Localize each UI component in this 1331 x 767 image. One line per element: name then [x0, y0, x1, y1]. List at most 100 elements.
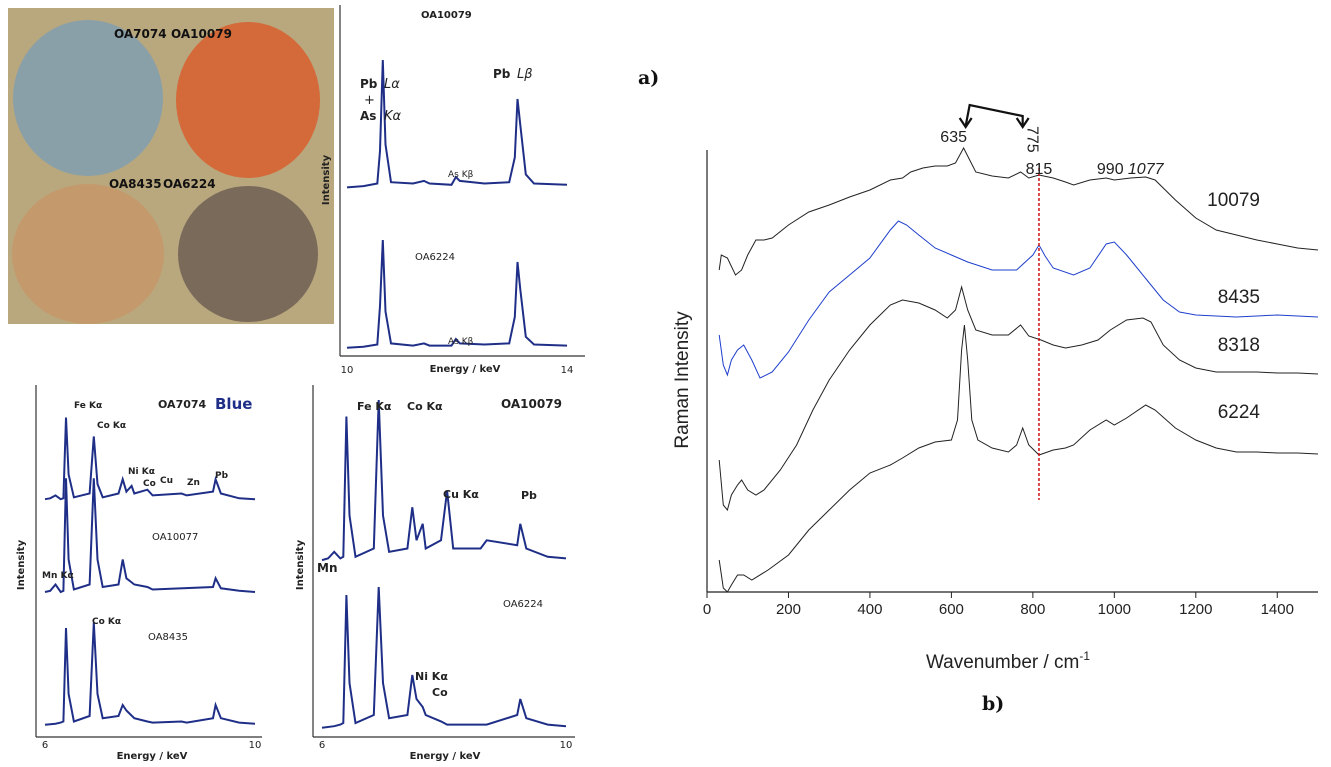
series-line-6224: [718, 324, 1319, 593]
arrow-path: [964, 103, 1024, 127]
series-name-oa10079: OA10079: [421, 10, 472, 21]
x-axis-label-superscript: -1: [1079, 649, 1090, 663]
x-tick-label-1400: 1400: [1261, 601, 1294, 618]
label-pb: Pb: [215, 471, 229, 481]
arrow-head-right: [1015, 117, 1030, 129]
series-group: [346, 59, 568, 349]
x-ticks-group: 0 200 400 600 800 1000 1200 1400: [703, 592, 1294, 618]
series-group: [718, 146, 1319, 593]
annotation-as-kb-1: As Kβ: [448, 170, 474, 180]
x-axis-label-text: Wavenumber / cm: [926, 652, 1079, 673]
series-line-oa10079: [346, 59, 568, 189]
label-co-ka: Co Kα: [97, 421, 126, 431]
x-tick-label-0: 0: [703, 601, 711, 618]
series-line-10079: [718, 146, 1319, 276]
series-line-8435: [718, 220, 1319, 379]
label-ni-ka: Ni Kα: [128, 467, 155, 477]
series-label-8435: 8435: [1218, 287, 1260, 308]
series-label-6224: 6224: [1218, 402, 1261, 423]
panel-letter-b: b): [982, 693, 1004, 715]
label-ni-ka: Ni Kα: [415, 670, 448, 683]
series-name-oa10077: OA10077: [152, 532, 198, 543]
x-tick-10: 10: [341, 365, 354, 376]
label-mn-ka: Mn Kα: [42, 571, 74, 581]
series-line-oa6224: [346, 239, 568, 349]
label-mn: Mn: [317, 561, 337, 575]
panel-letter-a: a): [638, 67, 659, 89]
y-axis-label: Intensity: [321, 154, 332, 205]
x-tick-label-1000: 1000: [1098, 601, 1131, 618]
series-line-oa6224: [321, 586, 567, 729]
enamel-photos: OA7074 OA10079 OA8435 OA6224: [8, 8, 334, 324]
photo-medallion-2: [176, 22, 320, 178]
x-tick-14: 14: [561, 365, 574, 376]
label-pb: Pb: [521, 489, 537, 502]
photo-label-oa7074: OA7074: [114, 27, 167, 41]
photo-medallion-3: [12, 184, 164, 324]
x-tick-6: 6: [319, 740, 325, 751]
eds-chart-top: OA10079 OA6224 Pb Lα + As Kα Pb Lβ As Kβ…: [321, 5, 585, 376]
label-fe-ka: Fe Kα: [74, 401, 102, 411]
peak-label-775: 775: [1024, 126, 1041, 153]
photo-medallion-4: [178, 186, 318, 322]
series-line-oa10079: [321, 399, 567, 562]
x-tick-10: 10: [249, 740, 262, 751]
arrow-head-left: [958, 117, 973, 129]
x-axis-label: Energy / keV: [117, 751, 188, 762]
series-name-oa10079: OA10079: [501, 397, 562, 411]
annotation-plus: +: [364, 93, 375, 108]
x-tick-label-200: 200: [776, 601, 801, 618]
eds-chart-bottom-left: OA7074 Blue OA10077 OA8435 Fe Kα Co Kα N…: [16, 385, 262, 762]
x-tick-10: 10: [560, 740, 573, 751]
annotation-pb-lb: Pb: [493, 67, 511, 81]
peak-labels-group: 635 775 815 990 1077: [940, 126, 1164, 178]
label-cu: Cu: [160, 476, 173, 486]
label-co: Co: [432, 686, 448, 699]
x-axis-label: Energy / keV: [430, 364, 501, 375]
label-co-ka: Co Kα: [407, 400, 443, 413]
x-axis-label: Wavenumber / cm-1: [926, 649, 1090, 673]
series-name-oa8435: OA8435: [148, 632, 188, 643]
photo-medallion-1: [13, 20, 163, 176]
x-tick-label-600: 600: [939, 601, 964, 618]
series-group: [44, 417, 256, 726]
photo-label-oa8435: OA8435: [109, 177, 162, 191]
peak-label-635: 635: [940, 129, 967, 146]
x-tick-label-400: 400: [857, 601, 882, 618]
arrow-635-to-775: [958, 103, 1030, 129]
legend-blue: Blue: [215, 395, 252, 413]
series-group: [321, 399, 567, 729]
y-axis-label: Intensity: [295, 539, 306, 590]
annotation-pb: Pb: [360, 77, 378, 91]
peak-label-1077: 1077: [1128, 161, 1165, 178]
annotation-la: Lα: [384, 77, 400, 92]
y-axis-label: Intensity: [16, 539, 27, 590]
photo-label-oa6224: OA6224: [163, 177, 216, 191]
series-line-8318: [718, 285, 1319, 512]
annotation-lb: Lβ: [517, 67, 533, 82]
x-axis-label: Energy / keV: [410, 751, 481, 762]
x-tick-6: 6: [42, 740, 48, 751]
series-line-oa8435: [44, 622, 256, 726]
y-axis-label: Raman Intensity: [672, 311, 693, 449]
peak-label-990: 990: [1097, 161, 1124, 178]
label-fe-ka: Fe Kα: [357, 400, 392, 413]
series-line-oa7074: [44, 417, 256, 501]
annotation-as: As: [360, 109, 376, 123]
series-name-oa6224: OA6224: [503, 599, 543, 610]
annotation-ka: Kα: [384, 109, 402, 124]
x-tick-label-800: 800: [1020, 601, 1045, 618]
series-label-10079: 10079: [1207, 190, 1260, 211]
eds-chart-bottom-right: OA10079 OA6224 Mn Fe Kα Co Kα Cu Kα Pb N…: [295, 385, 575, 762]
label-co-ka-2: Co Kα: [92, 617, 121, 627]
label-zn: Zn: [187, 478, 200, 488]
photo-label-oa10079: OA10079: [171, 27, 232, 41]
series-label-8318: 8318: [1218, 335, 1260, 356]
peak-label-815: 815: [1026, 161, 1053, 178]
series-line-oa10077: [44, 478, 256, 594]
series-name-oa7074: OA7074: [158, 398, 207, 411]
annotation-as-kb-2: As Kβ: [448, 337, 474, 347]
raman-chart: a) b) 0 200 400 600 800 1000 1200 1400 635 775 81…: [638, 67, 1319, 715]
series-name-oa6224: OA6224: [415, 252, 455, 263]
label-cu-ka: Cu Kα: [443, 488, 479, 501]
